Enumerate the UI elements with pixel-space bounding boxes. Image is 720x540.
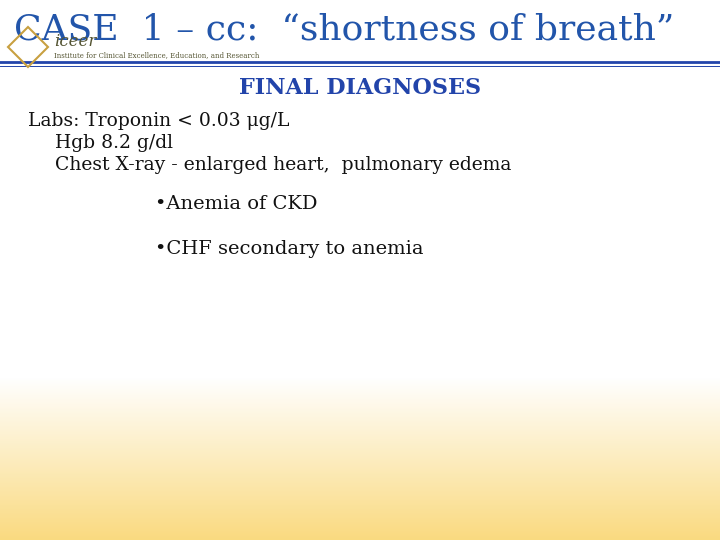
Text: Institute for Clinical Excellence, Education, and Research: Institute for Clinical Excellence, Educa… bbox=[54, 51, 259, 59]
Text: Labs: Troponin < 0.03 μg/L: Labs: Troponin < 0.03 μg/L bbox=[28, 112, 289, 130]
Text: Hgb 8.2 g/dl: Hgb 8.2 g/dl bbox=[55, 134, 173, 152]
Text: CASE  1 – cc:  “shortness of breath”: CASE 1 – cc: “shortness of breath” bbox=[14, 13, 674, 47]
Text: •Anemia of CKD: •Anemia of CKD bbox=[155, 195, 318, 213]
Text: iceer: iceer bbox=[54, 32, 96, 50]
Text: •CHF secondary to anemia: •CHF secondary to anemia bbox=[155, 240, 423, 258]
Text: Chest X-ray - enlarged heart,  pulmonary edema: Chest X-ray - enlarged heart, pulmonary … bbox=[55, 156, 511, 174]
Text: FINAL DIAGNOSES: FINAL DIAGNOSES bbox=[239, 77, 481, 99]
